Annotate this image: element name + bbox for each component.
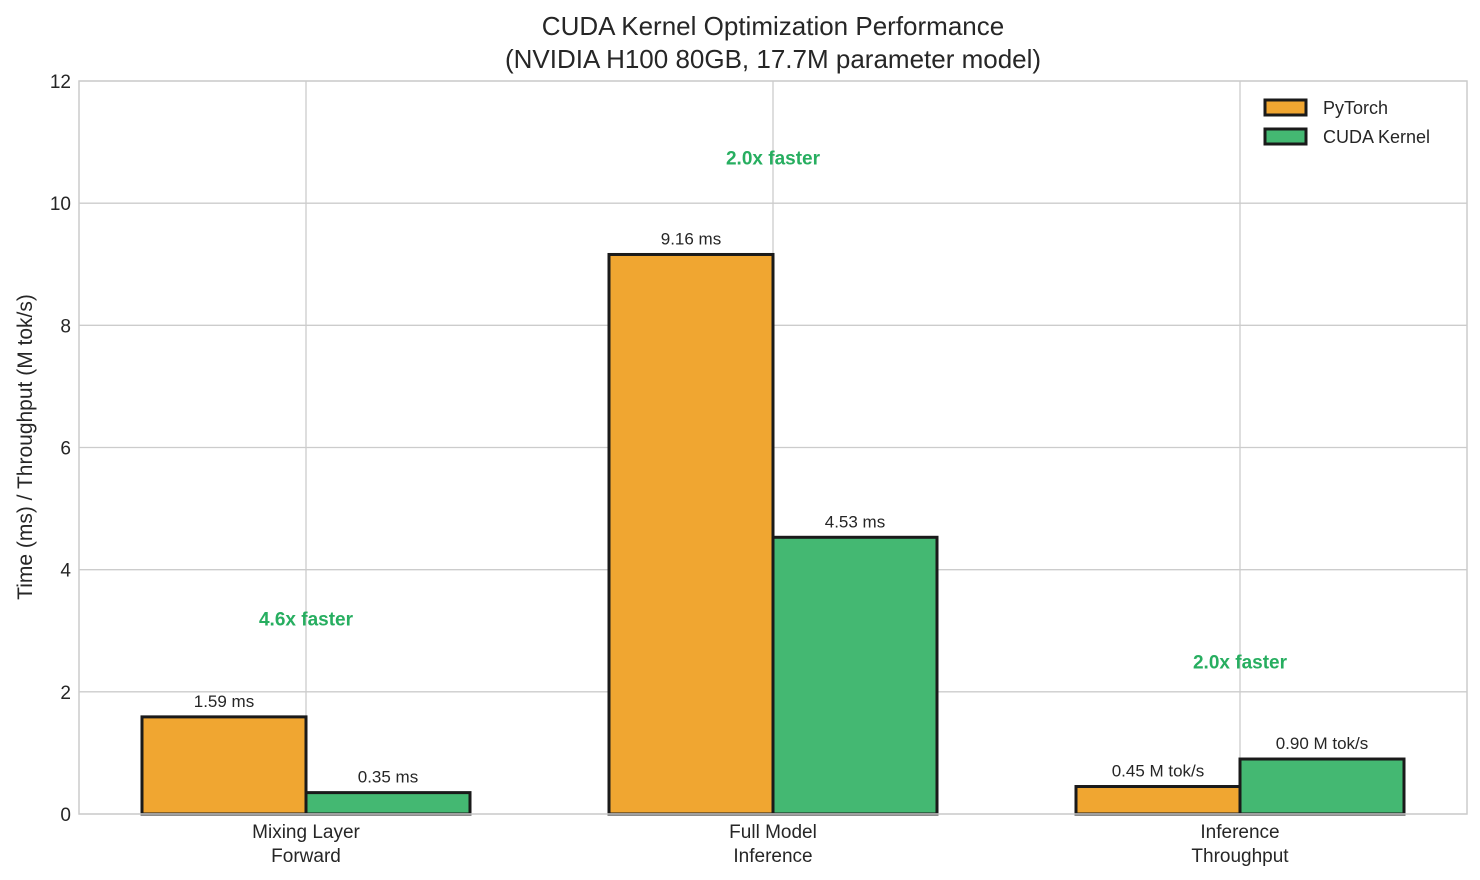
y-tick-label: 6 <box>60 439 71 460</box>
y-tick-label: 8 <box>60 316 71 337</box>
legend-swatch <box>1263 127 1308 146</box>
bar-value-label: 4.53 ms <box>825 512 885 531</box>
bar-cuda-kernel <box>304 791 472 816</box>
bar-cuda-kernel <box>771 535 939 816</box>
speedup-annotation: 2.0x faster <box>726 148 821 169</box>
legend-label: PyTorch <box>1323 98 1388 118</box>
bar-pytorch <box>140 715 308 816</box>
x-tick-label: Full Model <box>729 822 817 843</box>
bar-value-label: 9.16 ms <box>661 229 721 248</box>
chart-subtitle: (NVIDIA H100 80GB, 17.7M parameter model… <box>505 44 1041 74</box>
chart-title: CUDA Kernel Optimization Performance <box>542 11 1004 41</box>
y-tick-label: 10 <box>50 194 71 215</box>
plot-frame <box>78 80 1468 815</box>
bar-cuda-kernel <box>1238 757 1406 816</box>
y-tick-label: 2 <box>60 683 71 704</box>
y-tick-label: 0 <box>60 805 71 826</box>
legend-swatch <box>1263 98 1308 117</box>
legend: PyTorch CUDA Kernel <box>1263 98 1430 147</box>
x-tick-label: Forward <box>271 846 341 867</box>
bar-value-label: 0.45 M tok/s <box>1112 762 1205 781</box>
x-tick-label: Throughput <box>1191 846 1289 867</box>
bar-value-label: 0.90 M tok/s <box>1276 734 1369 753</box>
bar-value-label: 1.59 ms <box>194 692 254 711</box>
y-tick-label: 12 <box>50 72 71 93</box>
y-axis-label: Time (ms) / Throughput (M tok/s) <box>14 294 37 600</box>
legend-label: CUDA Kernel <box>1323 127 1430 147</box>
speedup-annotation: 4.6x faster <box>259 610 354 631</box>
x-tick-label: Inference <box>1200 822 1279 843</box>
x-tick-label: Inference <box>733 846 812 867</box>
speedup-annotation: 2.0x faster <box>1193 652 1288 673</box>
bar-pytorch <box>1074 785 1242 816</box>
x-tick-label: Mixing Layer <box>252 822 360 843</box>
y-tick-label: 4 <box>60 561 71 582</box>
bar-value-label: 0.35 ms <box>358 768 418 787</box>
bar-pytorch <box>607 252 775 816</box>
